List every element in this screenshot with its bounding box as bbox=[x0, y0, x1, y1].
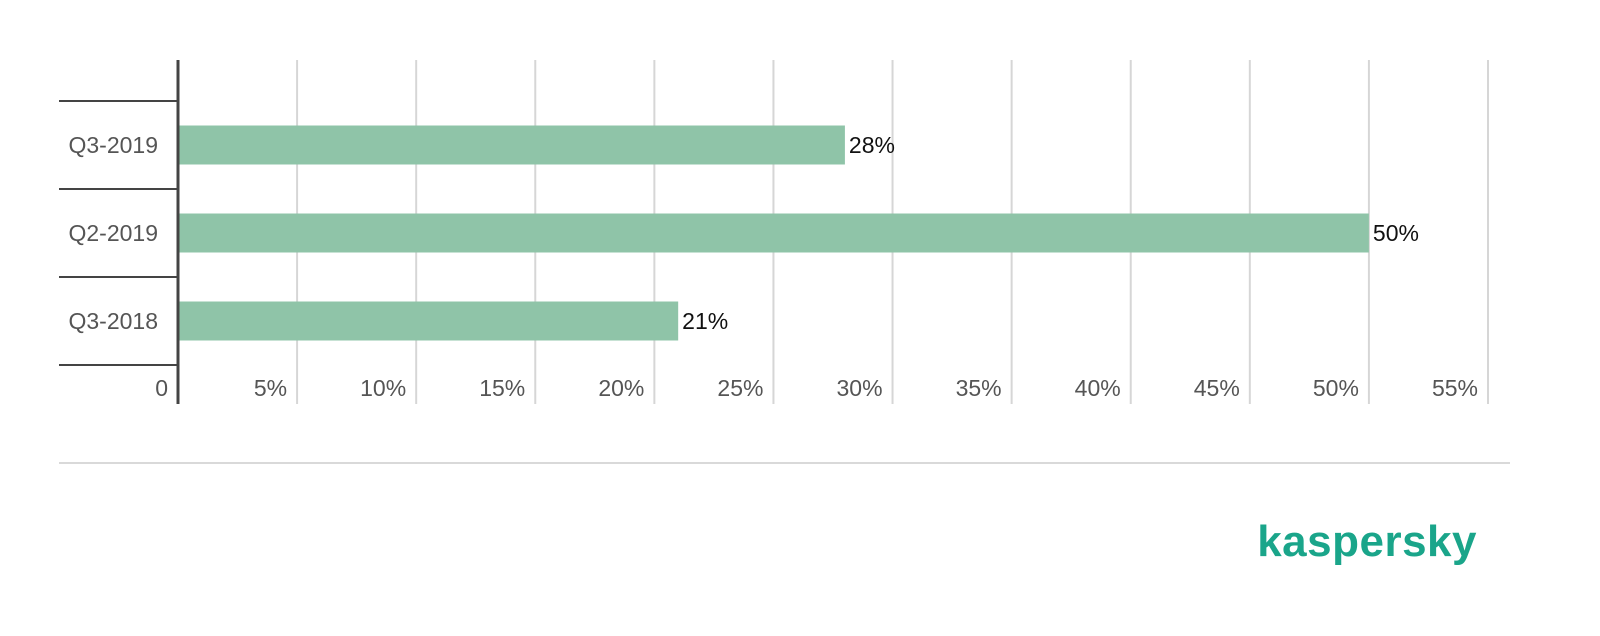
x-tick-label: 35% bbox=[956, 375, 1002, 401]
data-labels: 28% 50% 21% bbox=[682, 132, 1419, 334]
bar-q3-2019 bbox=[178, 125, 845, 165]
kaspersky-logo: kaspersky bbox=[1257, 517, 1477, 566]
x-tick-label: 50% bbox=[1313, 375, 1359, 401]
category-label: Q2-2019 bbox=[68, 220, 158, 246]
x-tick-label: 25% bbox=[717, 375, 763, 401]
x-tick-label: 15% bbox=[479, 375, 525, 401]
bars bbox=[178, 125, 1369, 341]
bar-q3-2018 bbox=[178, 301, 679, 341]
bar-q2-2019 bbox=[178, 213, 1369, 253]
data-label: 50% bbox=[1373, 220, 1419, 246]
x-tick-label: 10% bbox=[360, 375, 406, 401]
data-label: 21% bbox=[682, 308, 728, 334]
x-tick-labels: 0 5% 10% 15% 20% 25% 30% 35% 40% 45% 50% 55% bbox=[155, 375, 1478, 401]
category-label: Q3-2019 bbox=[68, 132, 158, 158]
x-tick-label: 20% bbox=[598, 375, 644, 401]
x-tick-label: 0 bbox=[155, 375, 168, 401]
category-label: Q3-2018 bbox=[68, 308, 158, 334]
x-tick-label: 45% bbox=[1194, 375, 1240, 401]
x-tick-label: 30% bbox=[836, 375, 882, 401]
data-label: 28% bbox=[849, 132, 895, 158]
category-labels: Q3-2019 Q2-2019 Q3-2018 bbox=[68, 132, 158, 334]
x-tick-label: 55% bbox=[1432, 375, 1478, 401]
x-tick-label: 40% bbox=[1075, 375, 1121, 401]
x-tick-label: 5% bbox=[254, 375, 287, 401]
category-separators bbox=[59, 100, 178, 366]
